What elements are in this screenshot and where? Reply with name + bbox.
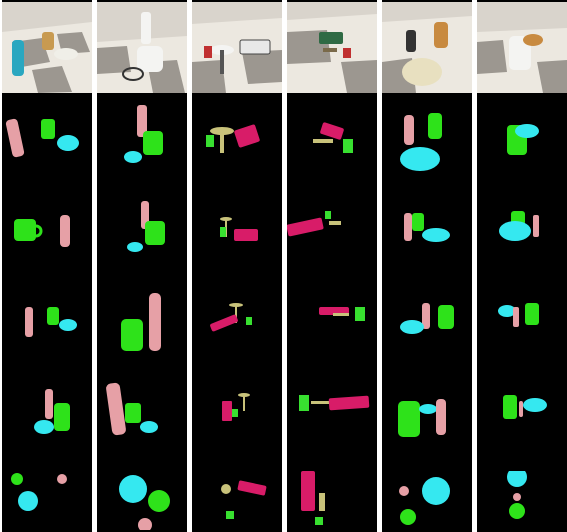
render-view-5 [287,471,377,530]
render-view-2 [477,189,567,280]
render-view-1 [2,95,92,186]
photo-cell [477,2,567,93]
render-view-5 [477,471,567,530]
render-view-1 [287,95,377,186]
column-4 [287,0,377,532]
render-view-4 [477,377,567,468]
render-view-3 [382,283,472,374]
photo-cell [382,2,472,93]
photo-cell [192,2,282,93]
render-view-1 [192,95,282,186]
render-view-5 [382,471,472,530]
photo-cell [97,2,187,93]
render-view-2 [97,189,187,280]
render-view-1 [97,95,187,186]
photo-cell [287,2,377,93]
column-6 [477,0,567,532]
column-5 [382,0,472,532]
render-view-4 [287,377,377,468]
render-view-2 [192,189,282,280]
render-view-3 [287,283,377,374]
render-view-4 [192,377,282,468]
render-view-2 [287,189,377,280]
render-view-4 [382,377,472,468]
render-view-4 [97,377,187,468]
scene-photo [2,2,92,93]
render-view-2 [382,189,472,280]
render-view-1 [382,95,472,186]
render-view-1 [477,95,567,186]
render-view-5 [97,471,187,530]
render-view-5 [2,471,92,530]
column-2 [97,0,187,532]
render-view-3 [477,283,567,374]
bottle-shape [5,118,25,158]
render-view-5 [192,471,282,530]
render-view-4 [2,377,92,468]
render-view-3 [192,283,282,374]
render-view-3 [2,283,92,374]
photo-cell [2,2,92,93]
column-1 [2,0,92,532]
column-3 [192,0,282,532]
render-view-2 [2,189,92,280]
mug-shape [41,119,55,139]
bowl-shape [57,135,79,151]
render-view-3 [97,283,187,374]
